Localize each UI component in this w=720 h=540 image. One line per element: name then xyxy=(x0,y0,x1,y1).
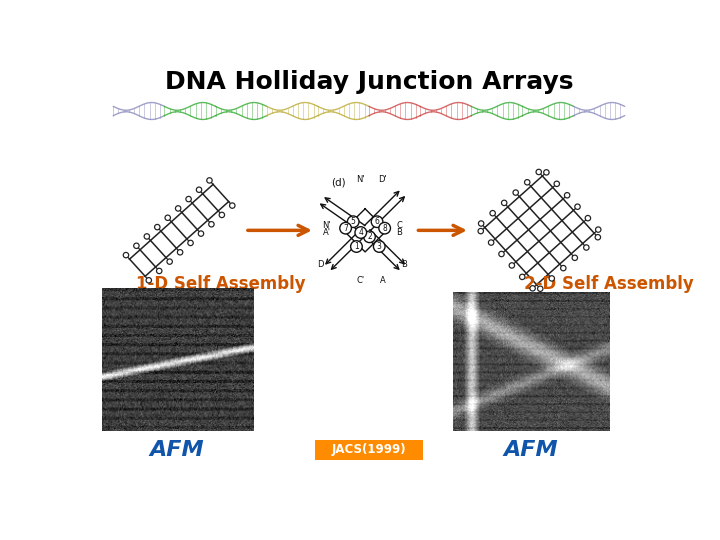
Circle shape xyxy=(554,181,559,186)
Circle shape xyxy=(513,190,518,195)
Text: 5: 5 xyxy=(351,217,356,226)
Text: JACS(1999): JACS(1999) xyxy=(332,443,406,456)
Text: 8: 8 xyxy=(382,224,387,233)
Text: D: D xyxy=(318,260,324,269)
Text: C: C xyxy=(396,221,402,230)
Circle shape xyxy=(230,203,235,208)
Text: AFM: AFM xyxy=(150,440,204,460)
Text: 7: 7 xyxy=(343,224,348,233)
Text: D': D' xyxy=(378,176,387,184)
Circle shape xyxy=(355,227,366,238)
Circle shape xyxy=(520,274,525,280)
Text: N': N' xyxy=(356,176,364,184)
Circle shape xyxy=(123,252,129,258)
Circle shape xyxy=(219,212,225,218)
Circle shape xyxy=(561,266,566,271)
Text: A: A xyxy=(379,276,385,285)
Circle shape xyxy=(595,227,601,232)
Text: N': N' xyxy=(323,221,331,230)
Circle shape xyxy=(146,278,151,283)
Circle shape xyxy=(478,228,483,234)
Circle shape xyxy=(564,193,570,198)
Circle shape xyxy=(572,255,577,260)
Text: 3: 3 xyxy=(377,242,382,251)
Circle shape xyxy=(585,215,590,221)
Text: B: B xyxy=(396,228,402,237)
Text: AFM: AFM xyxy=(504,440,558,460)
Circle shape xyxy=(167,259,172,264)
Circle shape xyxy=(198,231,204,237)
Circle shape xyxy=(490,211,495,216)
Circle shape xyxy=(524,180,530,185)
Circle shape xyxy=(584,245,589,250)
Circle shape xyxy=(188,240,193,246)
Text: 1: 1 xyxy=(354,242,359,251)
Circle shape xyxy=(509,263,515,268)
Circle shape xyxy=(530,286,535,291)
Text: 6: 6 xyxy=(374,217,379,226)
Circle shape xyxy=(488,240,494,245)
Circle shape xyxy=(595,234,600,240)
Text: A': A' xyxy=(323,228,330,237)
Circle shape xyxy=(134,243,139,248)
Circle shape xyxy=(207,178,212,183)
Circle shape xyxy=(538,286,543,292)
Circle shape xyxy=(478,221,484,226)
Circle shape xyxy=(575,204,580,210)
Circle shape xyxy=(364,231,375,242)
Circle shape xyxy=(165,215,171,220)
Circle shape xyxy=(155,225,160,230)
Circle shape xyxy=(197,187,202,192)
Circle shape xyxy=(374,241,385,252)
Circle shape xyxy=(372,216,383,227)
Circle shape xyxy=(379,222,390,234)
Circle shape xyxy=(177,249,183,255)
Text: C': C' xyxy=(356,276,364,285)
Circle shape xyxy=(499,251,504,256)
Circle shape xyxy=(347,216,359,227)
Circle shape xyxy=(144,234,150,239)
Text: B: B xyxy=(400,260,407,269)
FancyBboxPatch shape xyxy=(315,440,423,460)
Text: 4: 4 xyxy=(359,228,363,237)
Circle shape xyxy=(501,200,507,206)
Circle shape xyxy=(186,197,192,202)
Circle shape xyxy=(209,221,214,227)
Text: DNA Holliday Junction Arrays: DNA Holliday Junction Arrays xyxy=(165,70,573,94)
Circle shape xyxy=(156,268,162,274)
Text: 2-D Self Assembly: 2-D Self Assembly xyxy=(524,275,694,293)
Circle shape xyxy=(340,222,351,234)
Text: 1-D Self Assembly: 1-D Self Assembly xyxy=(137,275,306,293)
Circle shape xyxy=(176,206,181,211)
Circle shape xyxy=(549,276,554,281)
Text: (d): (d) xyxy=(331,178,346,188)
Text: 2: 2 xyxy=(367,232,372,241)
Circle shape xyxy=(544,170,549,175)
Circle shape xyxy=(351,241,362,252)
Circle shape xyxy=(536,169,541,174)
